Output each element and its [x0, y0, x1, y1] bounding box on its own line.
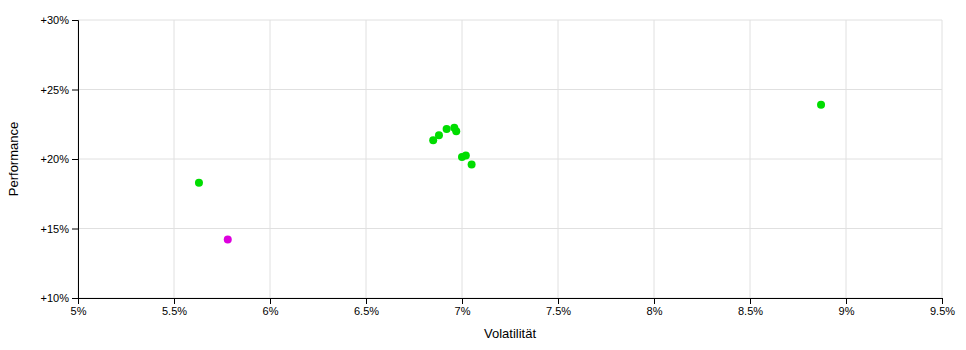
y-tick-mark — [72, 20, 78, 21]
x-tick: 6.5% — [354, 298, 379, 317]
x-tick: 7.5% — [546, 298, 571, 317]
point — [452, 127, 460, 135]
y-grid-line — [78, 228, 942, 229]
x-tick-label: 7.5% — [546, 305, 571, 317]
series — [195, 101, 825, 187]
x-tick-mark — [558, 298, 559, 304]
x-tick-label: 6.5% — [354, 305, 379, 317]
marks — [195, 101, 825, 244]
x-tick: 9% — [839, 298, 855, 317]
x-tick-mark — [654, 298, 655, 304]
y-tick: +15% — [41, 223, 78, 235]
x-tick-mark — [270, 298, 271, 304]
plot: 5% 5.5% 6% 6.5% 7% 7.5% 8% 8.5% 9% 9.5% +10% +15% +2… — [41, 14, 956, 317]
x-tick: 7% — [455, 298, 471, 317]
y-tick-mark — [72, 159, 78, 160]
x-tick-mark — [846, 298, 847, 304]
x-tick-label: 7% — [455, 305, 471, 317]
x-tick-label: 5.5% — [162, 305, 187, 317]
y-grid-line — [78, 89, 942, 90]
x-tick-label: 8% — [647, 305, 663, 317]
x-tick: 8.5% — [738, 298, 763, 317]
y-tick-mark — [72, 298, 78, 299]
x-tick: 6% — [263, 298, 279, 317]
x-tick-mark — [942, 298, 943, 304]
x-axis-title: Volatilität — [484, 326, 536, 341]
x-tick-label: 8.5% — [738, 305, 763, 317]
y-axis-line — [72, 21, 79, 299]
x-tick-mark — [366, 298, 367, 304]
y-tick-label: +30% — [41, 14, 70, 26]
y-tick-label: +15% — [41, 223, 70, 235]
point — [195, 179, 203, 187]
y-tick-mark — [72, 229, 78, 230]
y-tick: +30% — [41, 14, 78, 26]
y-tick-label: +20% — [41, 153, 70, 165]
y-tick-mark — [72, 90, 78, 91]
y-tick-label: +25% — [41, 84, 70, 96]
y-grid-line — [78, 20, 942, 21]
x-tick-mark — [750, 298, 751, 304]
x-axis-line — [79, 299, 943, 305]
point — [443, 125, 451, 133]
point — [817, 101, 825, 109]
grid — [78, 20, 942, 298]
y-tick: +25% — [41, 84, 78, 96]
y-tick: +10% — [41, 292, 78, 304]
point — [224, 236, 232, 244]
x-tick: 5.5% — [162, 298, 187, 317]
y-tick-label: +10% — [41, 292, 70, 304]
y-tick: +20% — [41, 153, 78, 165]
series — [224, 236, 232, 244]
y-grid-line — [78, 159, 942, 160]
x-tick-label: 9.5% — [930, 305, 955, 317]
y-axis-title: Performance — [6, 122, 21, 196]
point — [462, 152, 470, 160]
x-tick-mark — [462, 298, 463, 304]
x-axis: 5% 5.5% 6% 6.5% 7% 7.5% 8% 8.5% 9% 9.5% — [71, 298, 956, 317]
x-tick: 8% — [647, 298, 663, 317]
x-tick: 9.5% — [930, 298, 955, 317]
x-tick-mark — [174, 298, 175, 304]
x-tick-label: 6% — [263, 305, 279, 317]
y-axis: +10% +15% +20% +25% +30% — [41, 14, 79, 304]
x-tick-label: 9% — [839, 305, 855, 317]
x-tick: 5% — [71, 298, 87, 317]
x-tick-label: 5% — [71, 305, 87, 317]
point — [435, 131, 443, 139]
point — [468, 161, 476, 169]
chart: 5% 5.5% 6% 6.5% 7% 7.5% 8% 8.5% 9% 9.5% +10% +15% +2… — [0, 0, 966, 350]
